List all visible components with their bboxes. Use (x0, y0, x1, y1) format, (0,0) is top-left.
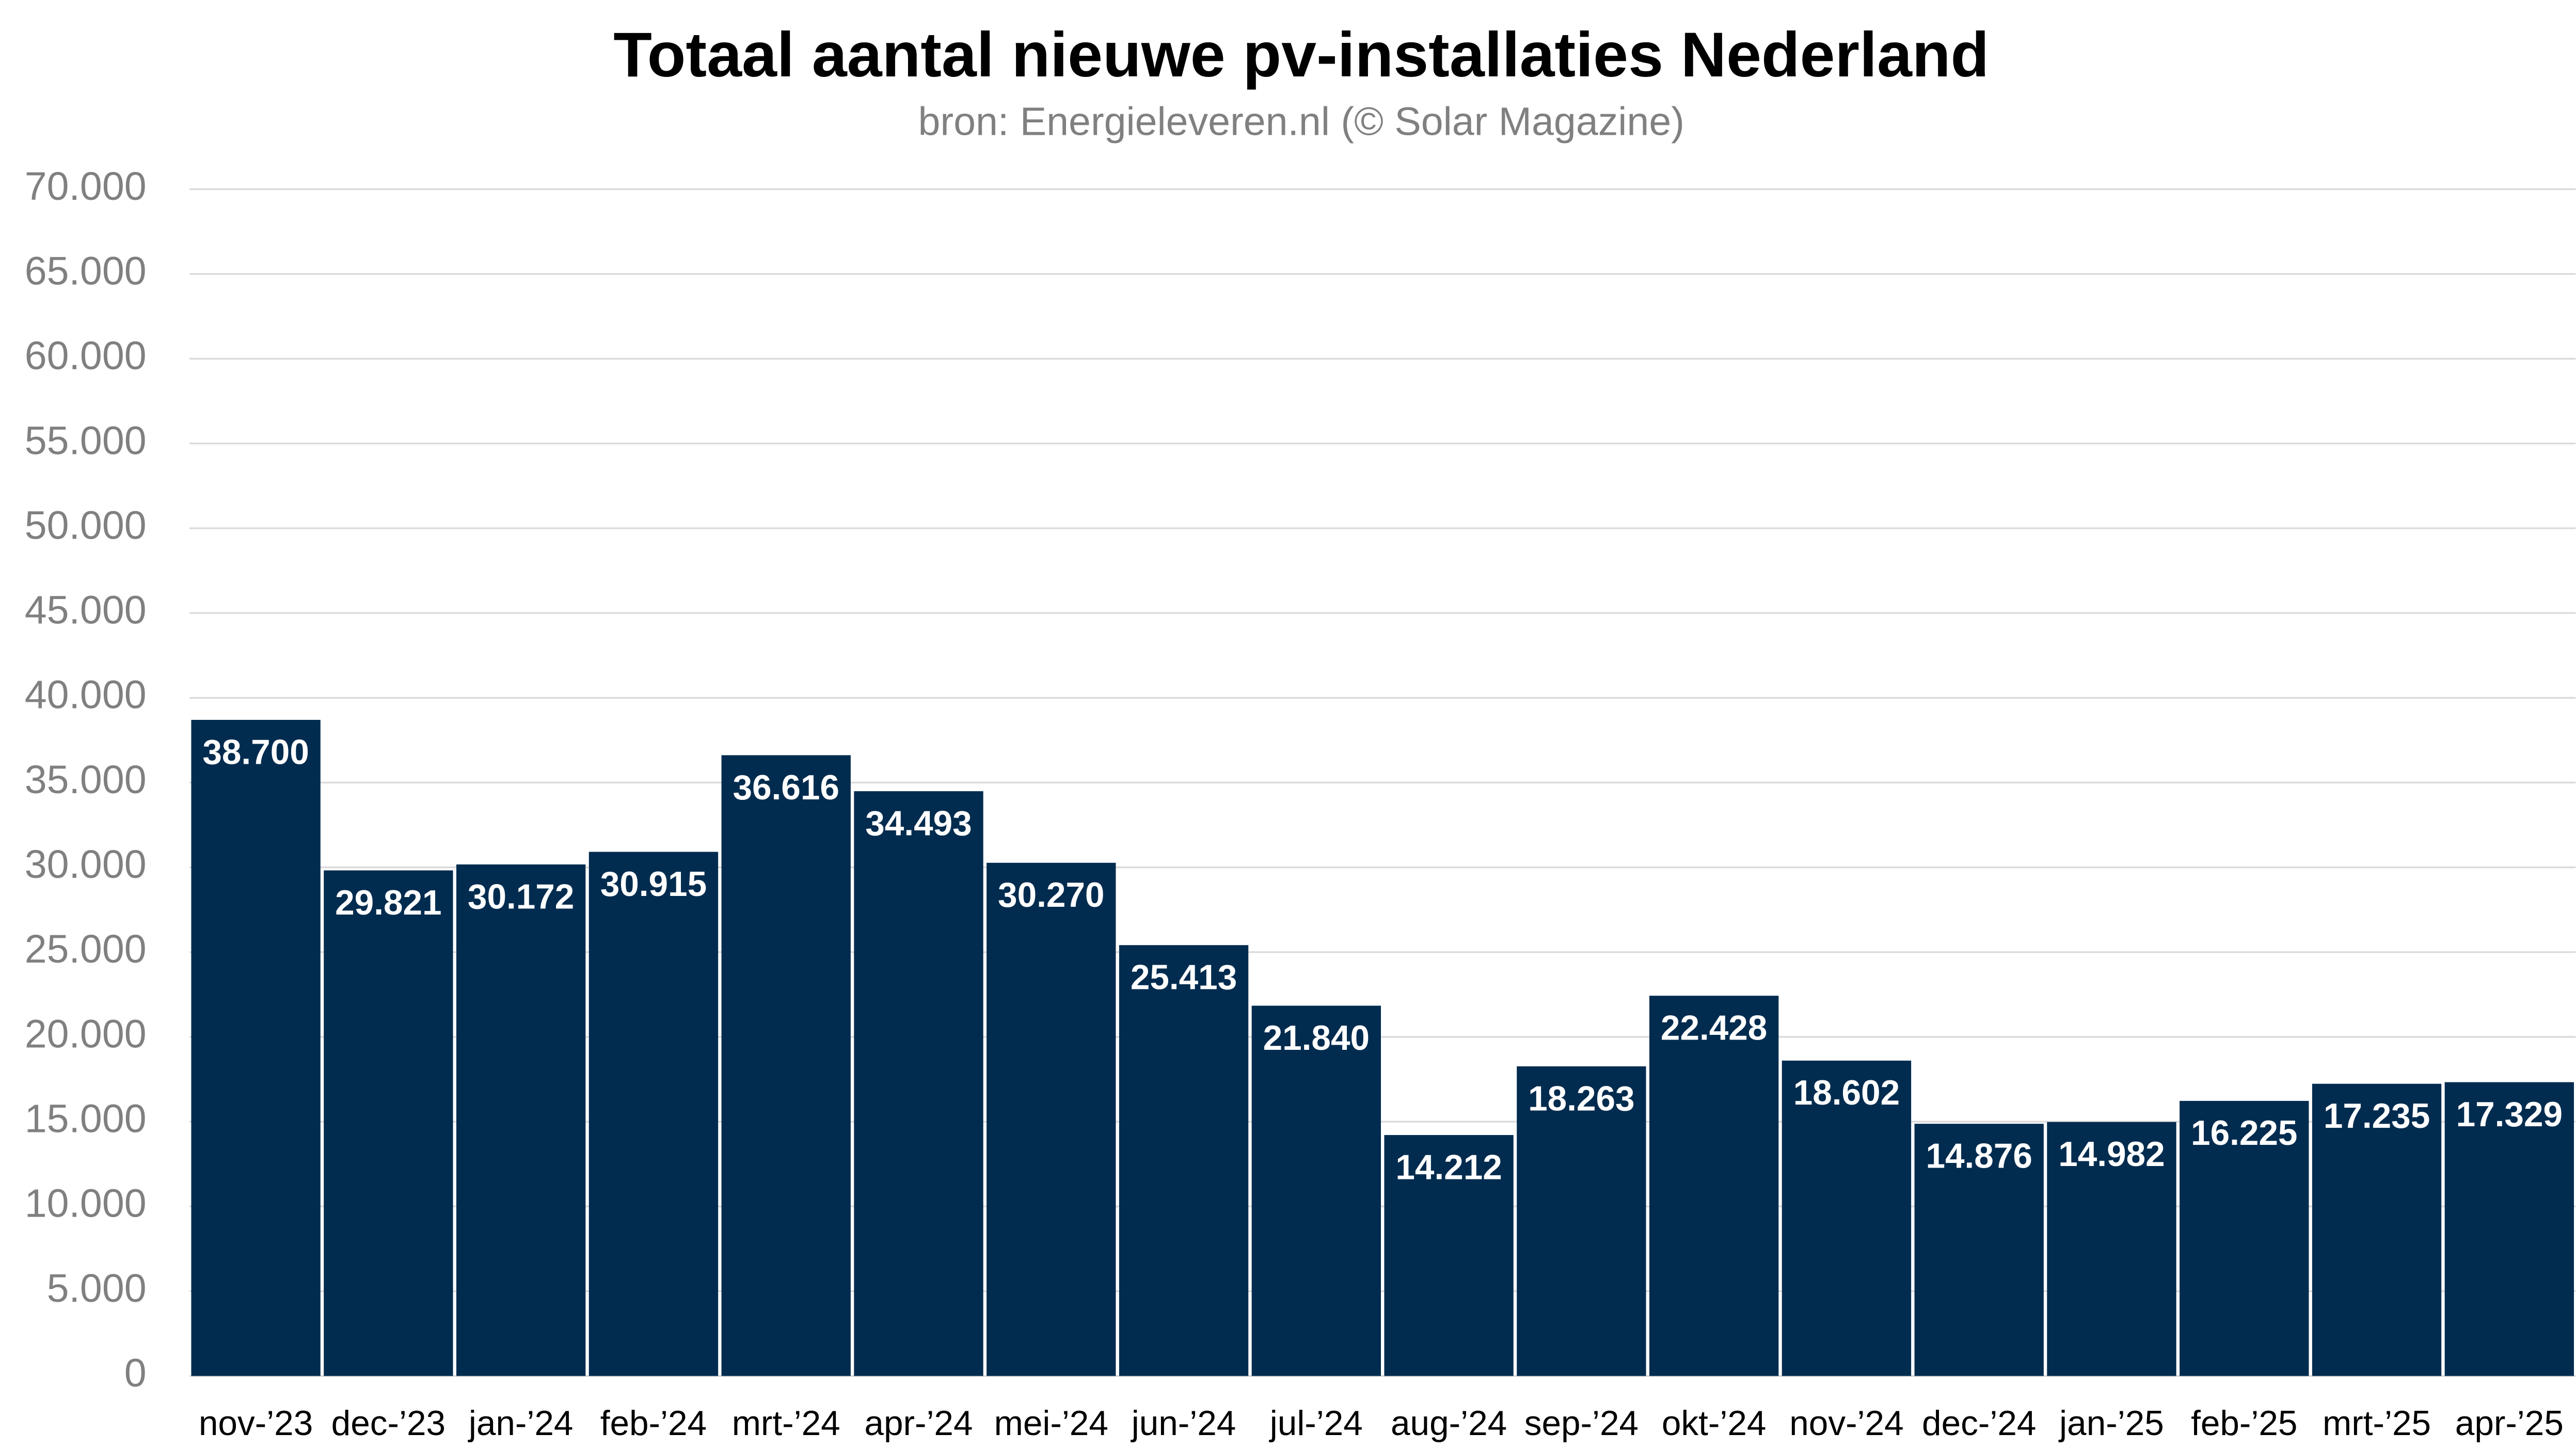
x-tick-label: jan-’24 (468, 1404, 574, 1443)
x-tick-label: mrt-’24 (732, 1404, 840, 1443)
value-label: 30.915 (600, 865, 707, 904)
x-tick-label: feb-’25 (2191, 1404, 2297, 1443)
x-tick-label: dec-’24 (1922, 1404, 2036, 1443)
x-tick-label: nov-’24 (1789, 1404, 1903, 1443)
y-tick-label: 70.000 (25, 164, 147, 209)
y-tick-label: 15.000 (25, 1096, 147, 1141)
value-label: 30.270 (998, 876, 1104, 915)
value-label: 14.982 (2058, 1135, 2165, 1174)
value-label: 22.428 (1661, 1009, 1767, 1048)
x-tick-label: mei-’24 (994, 1404, 1108, 1443)
y-tick-label: 35.000 (25, 758, 147, 802)
value-label: 36.616 (733, 768, 839, 807)
y-tick-label: 45.000 (25, 588, 147, 633)
x-tick-label: nov-’23 (199, 1404, 313, 1443)
x-tick-label: mrt-’25 (2323, 1404, 2431, 1443)
x-tick-label: apr-’24 (864, 1404, 973, 1443)
bar (191, 720, 321, 1376)
x-tick-label: apr-’25 (2455, 1404, 2564, 1443)
bar (324, 870, 453, 1376)
y-tick-label: 65.000 (25, 249, 147, 293)
y-tick-label: 55.000 (25, 418, 147, 463)
x-tick-label: aug-’24 (1391, 1404, 1507, 1443)
bar (1251, 1005, 1381, 1376)
y-tick-label: 10.000 (25, 1182, 147, 1226)
bar (854, 791, 983, 1376)
x-tick-label: okt-’24 (1662, 1404, 1767, 1443)
bar (721, 755, 851, 1376)
y-tick-label: 5.000 (47, 1266, 147, 1311)
value-label: 16.225 (2191, 1114, 2297, 1153)
value-label: 17.235 (2324, 1097, 2430, 1136)
chart-title: Totaal aantal nieuwe pv-installaties Ned… (613, 19, 1989, 90)
bar (1649, 996, 1779, 1376)
x-tick-label: dec-’23 (331, 1404, 446, 1443)
value-label: 34.493 (865, 804, 972, 843)
bar (987, 862, 1116, 1376)
chart-subtitle: bron: Energieleveren.nl (© Solar Magazin… (918, 99, 1684, 144)
value-label: 18.263 (1528, 1079, 1634, 1118)
x-tick-label: feb-’24 (600, 1404, 707, 1443)
value-label: 30.172 (468, 877, 574, 916)
y-tick-label: 25.000 (25, 927, 147, 971)
value-label: 29.821 (335, 884, 441, 922)
bar (2180, 1100, 2309, 1376)
y-tick-label: 60.000 (25, 334, 147, 378)
value-label: 25.413 (1131, 958, 1237, 997)
bar (1517, 1066, 1646, 1376)
bar (1782, 1060, 1912, 1376)
bar (1119, 945, 1249, 1376)
value-label: 14.212 (1395, 1148, 1502, 1187)
bar (1384, 1135, 1514, 1376)
value-label: 14.876 (1926, 1137, 2032, 1176)
x-tick-label: jan-’25 (2058, 1404, 2164, 1443)
bar (456, 864, 586, 1376)
y-tick-label: 0 (124, 1351, 147, 1395)
x-tick-label: jun-’24 (1131, 1404, 1236, 1443)
value-label: 21.840 (1263, 1019, 1370, 1058)
bar (2047, 1122, 2176, 1376)
x-tick-label: sep-’24 (1524, 1404, 1639, 1443)
bar (589, 852, 719, 1376)
y-tick-label: 20.000 (25, 1012, 147, 1056)
x-tick-label: jul-’24 (1269, 1404, 1363, 1443)
value-label: 17.329 (2456, 1095, 2563, 1134)
y-tick-label: 50.000 (25, 503, 147, 547)
value-label: 18.602 (1793, 1074, 1900, 1112)
bar (2444, 1082, 2574, 1376)
bar (2312, 1083, 2442, 1376)
bar (1914, 1124, 2044, 1376)
value-label: 38.700 (202, 733, 309, 771)
y-tick-label: 40.000 (25, 673, 147, 717)
y-tick-label: 30.000 (25, 842, 147, 887)
